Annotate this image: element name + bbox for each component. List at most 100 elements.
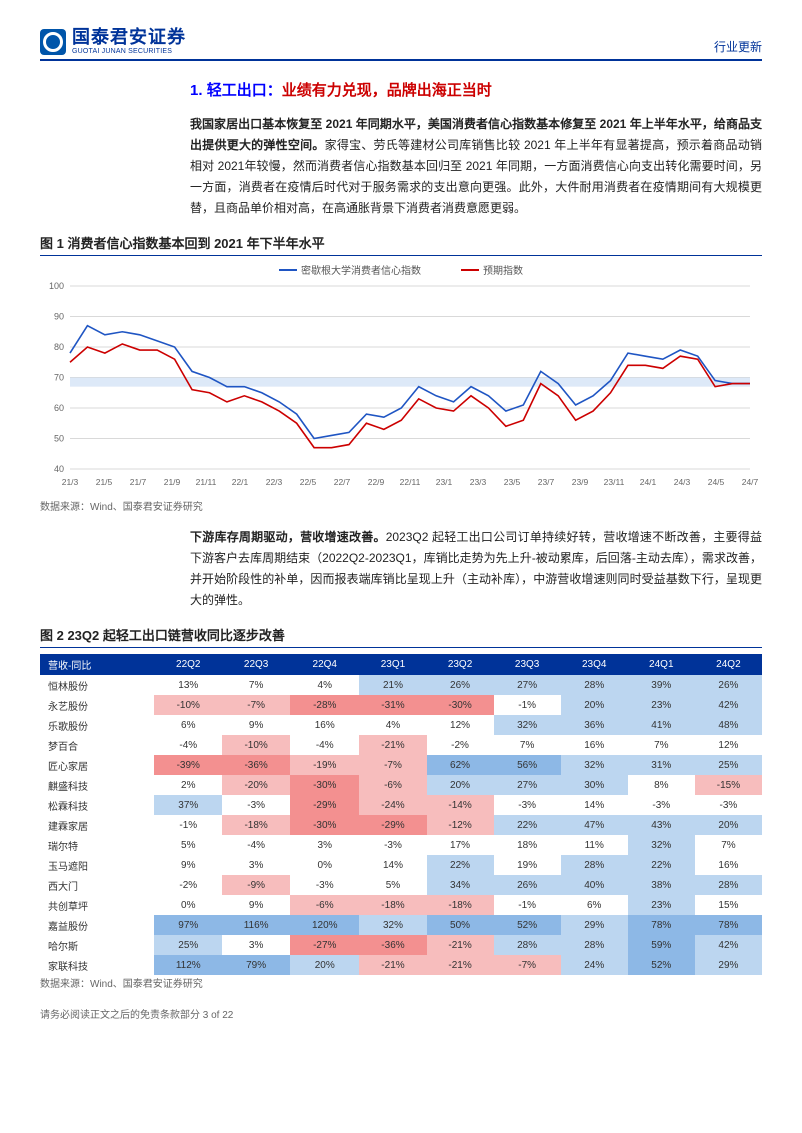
svg-text:70: 70 [54, 373, 64, 383]
table-cell: 3% [222, 935, 290, 955]
table-cell: 28% [561, 675, 628, 695]
svg-text:24/1: 24/1 [640, 477, 657, 487]
table-cell: -4% [154, 735, 222, 755]
table-header: 23Q4 [561, 654, 628, 675]
table-cell: -1% [154, 815, 222, 835]
svg-text:22/5: 22/5 [300, 477, 317, 487]
table-header: 23Q2 [427, 654, 494, 675]
table-cell: 23% [628, 695, 695, 715]
table-cell: 28% [695, 875, 762, 895]
table-cell: 16% [561, 735, 628, 755]
table-cell: -36% [222, 755, 290, 775]
table-cell: -6% [290, 895, 359, 915]
table-row: 建霖家居-1%-18%-30%-29%-12%22%47%43%20% [40, 815, 762, 835]
table-row: 乐歌股份6%9%16%4%12%32%36%41%48% [40, 715, 762, 735]
table-cell: 34% [427, 875, 494, 895]
table-cell: 13% [154, 675, 222, 695]
table-cell: -10% [222, 735, 290, 755]
svg-text:21/5: 21/5 [96, 477, 113, 487]
table-row: 嘉益股份97%116%120%32%50%52%29%78%78% [40, 915, 762, 935]
table-cell: 16% [695, 855, 762, 875]
table-cell: 32% [561, 755, 628, 775]
table-cell: -6% [359, 775, 426, 795]
table-cell: 9% [222, 715, 290, 735]
table-cell: 78% [695, 915, 762, 935]
table-cell: 21% [359, 675, 426, 695]
figure-2-source: 数据来源：Wind、国泰君安证券研究 [40, 975, 762, 990]
table-cell: 20% [427, 775, 494, 795]
table-header: 22Q2 [154, 654, 222, 675]
table-cell: 43% [628, 815, 695, 835]
table-cell: 36% [561, 715, 628, 735]
table-cell: 23% [628, 895, 695, 915]
table-header: 22Q3 [222, 654, 290, 675]
row-name: 建霖家居 [40, 815, 154, 835]
svg-text:90: 90 [54, 312, 64, 322]
table-cell: 12% [427, 715, 494, 735]
table-cell: -30% [427, 695, 494, 715]
row-name: 西大门 [40, 875, 154, 895]
table-cell: -3% [695, 795, 762, 815]
section-title: 1. 轻工出口：业绩有力兑现，品牌出海正当时 [190, 79, 762, 100]
table-cell: 17% [427, 835, 494, 855]
table-cell: 22% [494, 815, 561, 835]
table-cell: -31% [359, 695, 426, 715]
row-name: 永艺股份 [40, 695, 154, 715]
table-cell: 79% [222, 955, 290, 975]
row-name: 家联科技 [40, 955, 154, 975]
table-cell: 22% [427, 855, 494, 875]
svg-text:23/1: 23/1 [436, 477, 453, 487]
table-cell: 32% [359, 915, 426, 935]
table-cell: 25% [695, 755, 762, 775]
svg-text:40: 40 [54, 464, 64, 474]
table-cell: 20% [561, 695, 628, 715]
table-cell: 5% [359, 875, 426, 895]
table-cell: 39% [628, 675, 695, 695]
svg-text:22/11: 22/11 [400, 477, 421, 487]
table-header: 23Q1 [359, 654, 426, 675]
table-cell: 41% [628, 715, 695, 735]
table-row: 松霖科技37%-3%-29%-24%-14%-3%14%-3%-3% [40, 795, 762, 815]
table-cell: -3% [222, 795, 290, 815]
table-cell: 40% [561, 875, 628, 895]
row-name: 恒林股份 [40, 675, 154, 695]
paragraph-1: 我国家居出口基本恢复至 2021 年同期水平，美国消费者信心指数基本修复至 20… [190, 114, 762, 219]
table-cell: -1% [494, 895, 561, 915]
page-header: 国泰君安证券 GUOTAI JUNAN SECURITIES 行业更新 [40, 28, 762, 61]
table-cell: 3% [290, 835, 359, 855]
svg-text:21/7: 21/7 [130, 477, 147, 487]
table-cell: 112% [154, 955, 222, 975]
section-title-main: 轻工出口： [207, 82, 282, 99]
svg-text:21/11: 21/11 [196, 477, 217, 487]
table-cell: -30% [290, 775, 359, 795]
table-cell: 50% [427, 915, 494, 935]
table-cell: 28% [561, 935, 628, 955]
svg-text:60: 60 [54, 403, 64, 413]
svg-text:22/3: 22/3 [266, 477, 283, 487]
figure-1-source: 数据来源：Wind、国泰君安证券研究 [40, 498, 762, 513]
table-cell: 42% [695, 935, 762, 955]
table-header: 23Q3 [494, 654, 561, 675]
table-cell: 32% [494, 715, 561, 735]
table-cell: 15% [695, 895, 762, 915]
table-cell: 37% [154, 795, 222, 815]
table-cell: 25% [154, 935, 222, 955]
table-cell: -4% [222, 835, 290, 855]
row-name: 麒盛科技 [40, 775, 154, 795]
table-cell: -2% [427, 735, 494, 755]
table-cell: -15% [695, 775, 762, 795]
logo-text-cn: 国泰君安证券 [72, 28, 186, 48]
row-name: 哈尔斯 [40, 935, 154, 955]
table-cell: 7% [628, 735, 695, 755]
table-cell: -7% [222, 695, 290, 715]
table-header: 营收-同比 [40, 654, 154, 675]
table-cell: -10% [154, 695, 222, 715]
table-row: 西大门-2%-9%-3%5%34%26%40%38%28% [40, 875, 762, 895]
page-footer: 请务必阅读正文之后的免责条款部分 3 of 22 [40, 1006, 762, 1021]
section-number: 1. [190, 82, 203, 99]
table-cell: 8% [628, 775, 695, 795]
section-title-sub: 业绩有力兑现，品牌出海正当时 [282, 82, 492, 99]
table-cell: 5% [154, 835, 222, 855]
table-cell: 11% [561, 835, 628, 855]
table-cell: 7% [222, 675, 290, 695]
